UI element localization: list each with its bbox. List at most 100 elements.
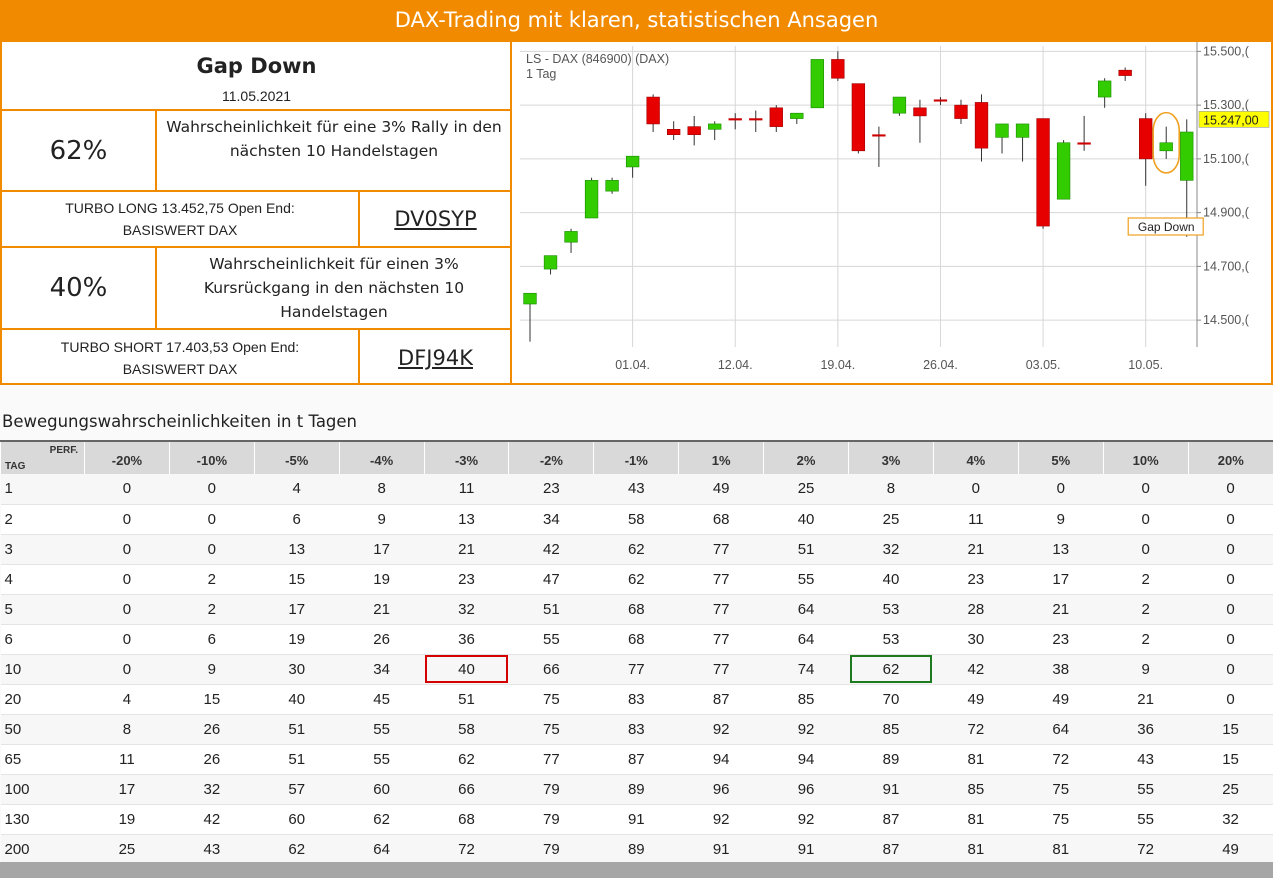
table-cell: 17: [339, 534, 425, 565]
chart-title: LS - DAX (846900) (DAX): [526, 52, 669, 66]
column-header: -4%: [338, 440, 425, 474]
page-banner: DAX-Trading mit klaren, statistischen An…: [0, 0, 1273, 40]
table-cell: 89: [593, 834, 679, 865]
table-cell: 91: [763, 834, 849, 865]
table-cell: 21: [424, 534, 509, 565]
table-cell: 70: [848, 684, 934, 715]
table-cell: 11: [933, 504, 1019, 535]
table-cell: 2: [1103, 564, 1189, 595]
table-cell: 92: [678, 714, 764, 745]
column-header: 5%: [1017, 440, 1104, 474]
table-cell: 26: [169, 714, 255, 745]
long-wkn-link[interactable]: DV0SYP: [394, 207, 477, 231]
table-cell: 23: [1018, 624, 1104, 655]
table-cell: 0: [1018, 474, 1104, 505]
table-cell: 15: [1188, 744, 1273, 775]
row-tag: 6: [0, 624, 85, 655]
candle-body: [974, 102, 989, 149]
table-cell: 0: [1188, 684, 1273, 715]
column-header: 10%: [1102, 440, 1189, 474]
table-cell: 64: [1018, 714, 1104, 745]
short-description: Wahrscheinlichkeit für einen 3% Kursrück…: [157, 248, 511, 330]
column-header: -1%: [593, 440, 679, 474]
row-tag: 10: [0, 654, 85, 685]
table-cell: 19: [254, 624, 340, 655]
table-cell: 0: [84, 594, 170, 625]
y-tick-label: 15.300,(: [1203, 98, 1250, 112]
candle-body: [625, 155, 640, 168]
long-turbo-line2: BASISWERT DAX: [122, 222, 238, 238]
table-cell: 55: [339, 714, 425, 745]
table-cell: 66: [508, 654, 594, 685]
table-cell: 91: [593, 804, 679, 835]
column-header: 20%: [1187, 440, 1273, 474]
table-cell: 58: [593, 504, 679, 535]
table-cell: 13: [424, 504, 509, 535]
table-cell: 51: [254, 744, 340, 775]
table-cell: 25: [848, 504, 934, 535]
setup-title: Gap Down: [196, 53, 317, 78]
candle-body: [1036, 118, 1050, 227]
table-cell: 81: [933, 804, 1019, 835]
row-tag: 5: [0, 594, 85, 625]
table-cell: 94: [678, 744, 764, 775]
table-row: 20 4 15 40 45 51 75 83 87 85 70 49 49 21 0: [0, 684, 1273, 715]
table-cell: 32: [169, 774, 255, 805]
row-tag: 200: [0, 834, 85, 865]
table-cell: 55: [1103, 774, 1189, 805]
candle-body: [1077, 142, 1091, 145]
table-cell: 45: [339, 684, 425, 715]
setup-header: Gap Down 11.05.2021: [2, 42, 511, 111]
candle-body: [1056, 142, 1071, 200]
table-cell: 75: [1018, 774, 1104, 805]
table-cell: 68: [593, 594, 679, 625]
table-cell: 75: [508, 714, 594, 745]
table-cell: 23: [424, 564, 509, 595]
table-cell: 25: [763, 474, 849, 505]
table-cell: 49: [933, 684, 1019, 715]
table-row: 10 0 9 30 34 40 66 77 77 74 62 42 38 9 0: [0, 654, 1273, 685]
table-cell: 53: [848, 624, 934, 655]
table-cell: 72: [933, 714, 1019, 745]
table-cell: 60: [254, 804, 340, 835]
table-cell: 23: [933, 564, 1019, 595]
table-cell: 0: [1188, 624, 1273, 655]
table-cell: 0: [1188, 504, 1273, 535]
table-cell: 21: [339, 594, 425, 625]
table-cell: 13: [1018, 534, 1104, 565]
table-cell: 72: [1018, 744, 1104, 775]
candle-body: [687, 126, 701, 135]
corner-perf-label: PERF.: [49, 445, 78, 456]
long-turbo-line1: TURBO LONG 13.452,75 Open End:: [65, 200, 295, 216]
table-cell: 75: [508, 684, 594, 715]
table-cell: 30: [254, 654, 340, 685]
candle-body: [1097, 80, 1112, 98]
x-tick-label: 26.04.: [923, 358, 958, 372]
long-description: Wahrscheinlichkeit für eine 3% Rally in …: [157, 111, 511, 192]
table-cell: 17: [1018, 564, 1104, 595]
candle-body: [564, 231, 578, 243]
table-row: 6 0 6 19 26 36 55 68 77 64 53 30 23 2 0: [0, 624, 1273, 655]
row-tag: 3: [0, 534, 85, 565]
table-cell: 55: [339, 744, 425, 775]
y-tick-label: 15.500,(: [1203, 44, 1250, 58]
candle-body: [790, 112, 804, 119]
table-cell: 2: [1103, 624, 1189, 655]
table-cell: 55: [508, 624, 594, 655]
table-cell: 74: [763, 654, 849, 685]
table-cell: 0: [84, 504, 170, 535]
table-cell: 21: [933, 534, 1019, 565]
table-cell: 62: [593, 564, 679, 595]
x-tick-label: 03.05.: [1026, 358, 1061, 372]
table-cell: 19: [339, 564, 425, 595]
candle-body: [605, 180, 619, 192]
column-header: -20%: [84, 440, 170, 474]
table-cell: 77: [678, 594, 764, 625]
row-tag: 4: [0, 564, 85, 595]
short-wkn-link[interactable]: DFJ94K: [398, 345, 473, 370]
long-wkn-cell: DV0SYP: [360, 192, 511, 248]
table-cell: 81: [1018, 834, 1104, 865]
candle-body: [1159, 142, 1173, 152]
table-cell: 43: [169, 834, 255, 865]
table-cell: 0: [1188, 474, 1273, 505]
